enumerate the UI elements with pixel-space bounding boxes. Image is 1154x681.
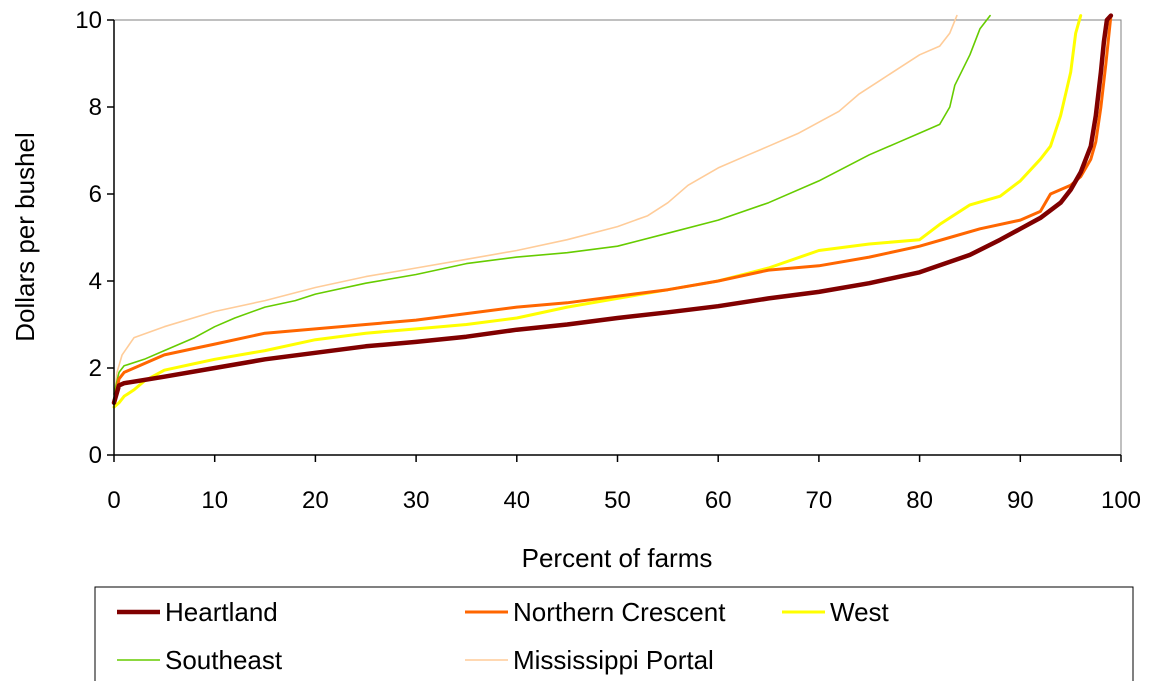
- legend-label-mississippi-portal: Mississippi Portal: [513, 645, 714, 675]
- legend-label-west: West: [830, 597, 890, 627]
- x-tick-label: 80: [906, 487, 933, 514]
- legend-label-northern-crescent: Northern Crescent: [513, 597, 726, 627]
- x-tick-label: 0: [107, 487, 120, 514]
- x-tick-label: 30: [403, 487, 430, 514]
- x-tick-label: 10: [201, 487, 228, 514]
- y-tick-label: 0: [89, 442, 102, 469]
- x-tick-label: 40: [503, 487, 530, 514]
- plot-frame: [113, 19, 1122, 456]
- series-line-mississippi-portal: [113, 14, 958, 400]
- series-line-west: [112, 14, 1083, 409]
- y-tick-label: 10: [75, 7, 102, 34]
- legend-label-southeast: Southeast: [165, 645, 283, 675]
- series-line-heartland: [111, 13, 1114, 406]
- plot-area: [113, 19, 1122, 456]
- y-tick-label: 6: [89, 181, 102, 208]
- y-tick-label: 4: [89, 268, 102, 295]
- x-axis-title: Percent of farms: [522, 543, 713, 573]
- legend-label-heartland: Heartland: [165, 597, 278, 627]
- legend: Heartland Northern Crescent West Southeast M…: [94, 586, 1134, 681]
- y-axis-title: Dollars per bushel: [10, 132, 40, 342]
- x-tick-label: 20: [302, 487, 329, 514]
- x-tick-label: 70: [806, 487, 833, 514]
- legend-frame: [94, 586, 1134, 681]
- series-line-southeast: [113, 14, 991, 395]
- y-tick-label: 8: [89, 94, 102, 121]
- x-tick-label: 50: [604, 487, 631, 514]
- y-tick-label: 2: [89, 355, 102, 382]
- x-tick-label: 90: [1007, 487, 1034, 514]
- x-tick-label: 100: [1101, 487, 1141, 514]
- x-tick-label: 60: [705, 487, 732, 514]
- series-lines: [111, 13, 1114, 409]
